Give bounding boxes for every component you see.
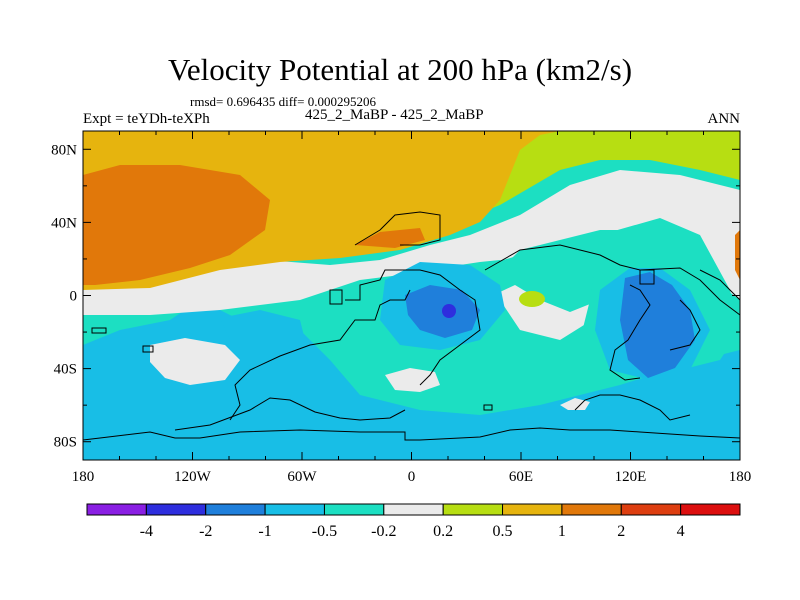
x-tick-label: 120W: [174, 469, 212, 485]
y-tick-label: 40N: [51, 215, 77, 231]
coastline-island-3: [329, 289, 343, 305]
colorbar: -4 -2 -1 -0.5 -0.2 0.2 0.5 1 2 4: [86, 503, 741, 540]
colorbar-label: -2: [199, 523, 212, 540]
y-tick-label: 80N: [51, 142, 77, 158]
colorbar-swatch: [145, 503, 207, 516]
colorbar-label: -0.2: [371, 523, 396, 540]
experiment-label: Expt = teYDh-teXPh: [83, 111, 210, 127]
x-tick-label: 120E: [615, 469, 647, 485]
contour-field: [83, 131, 740, 460]
colorbar-swatch: [620, 503, 682, 516]
x-axis: 180 120W 60W 0 60E 120E 180: [72, 131, 752, 485]
coastline-island-5: [483, 404, 493, 411]
colorbar-swatch: [264, 503, 325, 516]
maritime-minimum: [620, 272, 695, 378]
southern-indian-neutral: [560, 398, 590, 410]
y-tick-label: 0: [70, 289, 78, 305]
east-asia-high: [355, 228, 425, 248]
colorbar-label: -0.5: [312, 523, 337, 540]
coastline-island-1: [91, 327, 107, 334]
coastline-antarctic-peninsula: [174, 397, 406, 431]
coastline-new-guinea: [669, 299, 701, 351]
colorbar-swatch: [442, 503, 504, 516]
coastline-island-2: [142, 345, 154, 353]
indian-ocean-cyan: [470, 255, 620, 312]
colorbar-label: -4: [140, 523, 153, 540]
colorbar-label: 2: [617, 523, 625, 540]
coastline-maritime: [609, 284, 651, 381]
coastline-africa: [345, 269, 481, 386]
colorbar-swatch: [383, 503, 444, 516]
case-comparison: 425_2_MaBP - 425_2_MaBP: [305, 107, 484, 123]
north-pacific-high: [83, 165, 270, 285]
colorbar-label: 4: [677, 523, 685, 540]
colorbar-label: -1: [258, 523, 271, 540]
y-tick-label: 40S: [54, 362, 77, 378]
colorbar-swatch: [323, 503, 385, 516]
colorbar-label: 0.2: [433, 523, 453, 540]
south-atlantic-neutral: [385, 368, 440, 392]
coastline-eurasia: [354, 211, 441, 246]
colorbar-swatch: [205, 503, 266, 516]
season-label: ANN: [707, 111, 741, 127]
x-tick-label: 60E: [509, 469, 533, 485]
colorbar-swatch: [561, 503, 622, 516]
chart-title: Velocity Potential at 200 hPa (km2/s): [167, 52, 633, 87]
coastline-australia: [574, 394, 691, 421]
colorbar-swatch: [680, 503, 741, 516]
coastline-island-4: [639, 269, 655, 285]
colorbar-label: 0.5: [493, 523, 513, 540]
coastline-antarctica: [82, 427, 741, 441]
x-tick-label: 180: [72, 469, 95, 485]
colorbar-swatch: [86, 503, 147, 516]
arabian-weak-positive: [519, 291, 545, 307]
y-tick-label: 80S: [54, 435, 77, 451]
colorbar-label: 1: [558, 523, 566, 540]
y-axis: 80N 40N 0 40S 80S: [51, 142, 740, 451]
rmsd-diff-stats: rmsd= 0.696435 diff= 0.000295206: [190, 94, 376, 109]
south-pacific-negative: [220, 310, 305, 345]
coastline-south-america: [229, 289, 411, 421]
x-tick-label: 60W: [287, 469, 317, 485]
x-tick-label: 180: [729, 469, 752, 485]
far-east-high: [735, 230, 740, 280]
colorbar-swatch: [502, 503, 563, 516]
coastline-asia: [484, 244, 741, 316]
africa-core-minimum: [442, 304, 456, 318]
x-tick-label: 0: [408, 469, 416, 485]
south-pacific-neutral: [150, 338, 240, 385]
coastlines: [82, 211, 741, 441]
